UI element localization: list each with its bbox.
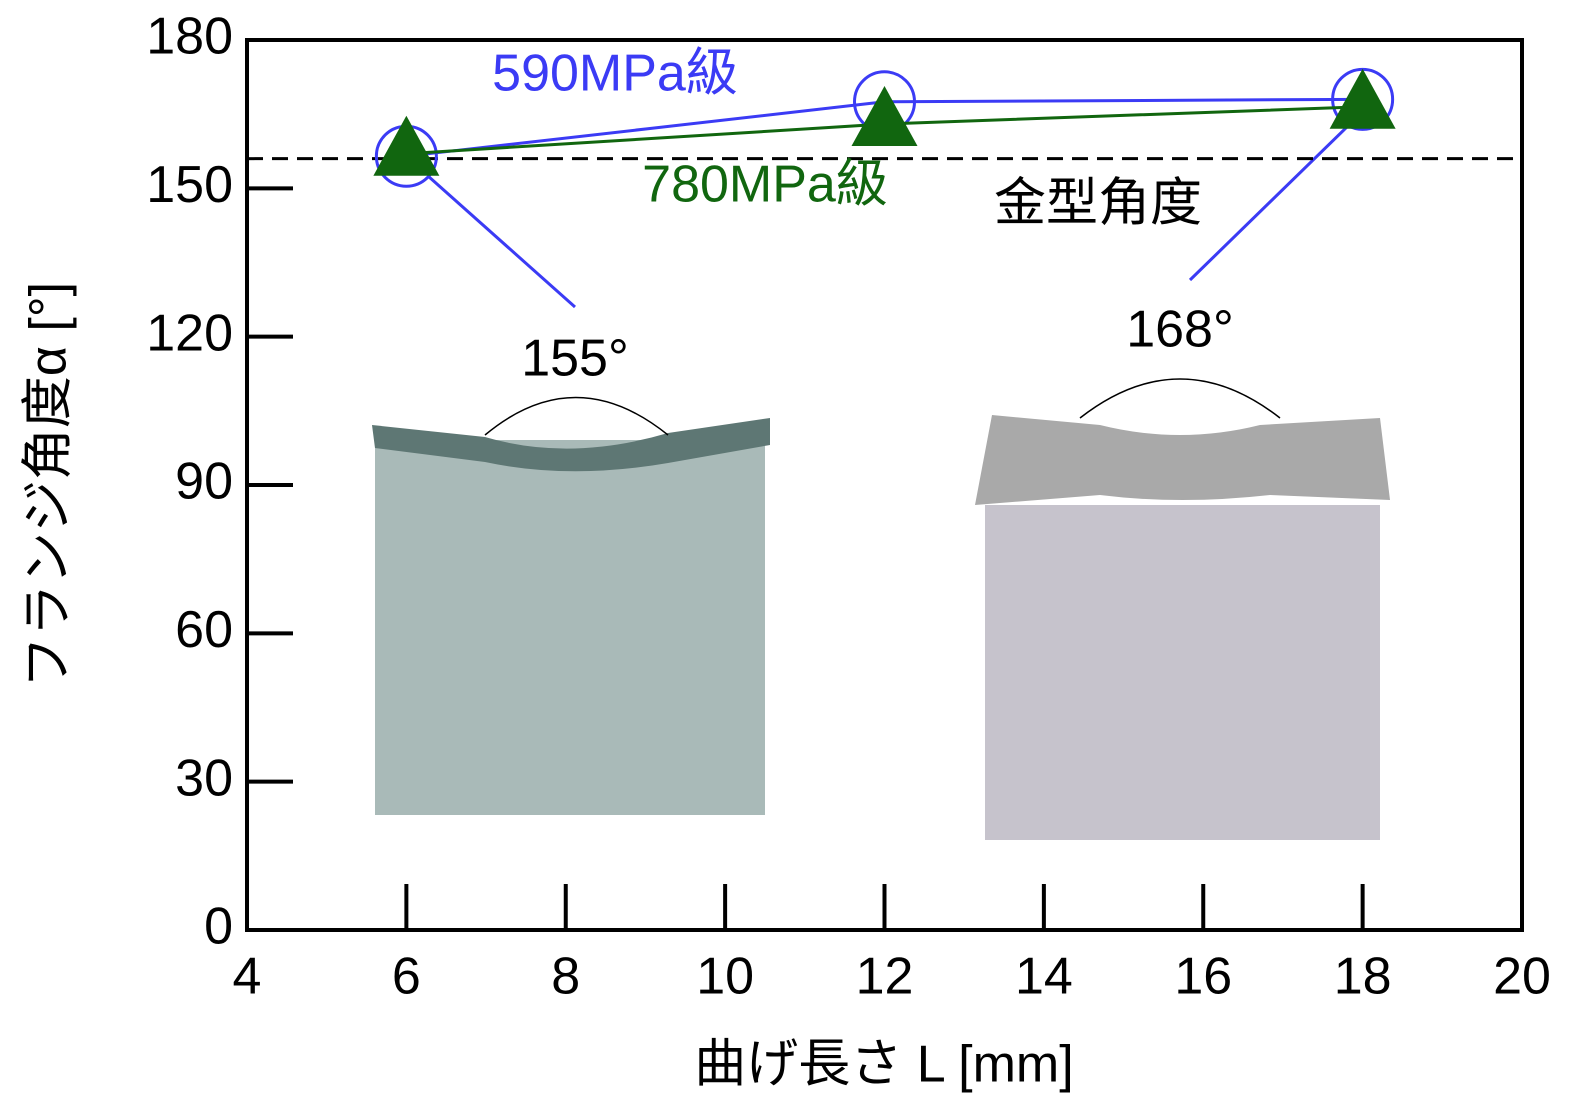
angle-arc xyxy=(1080,379,1280,418)
photo-sample-a xyxy=(375,440,765,815)
marker xyxy=(373,116,439,176)
x-tick-label: 8 xyxy=(551,948,580,1006)
x-tick-label: 16 xyxy=(1174,948,1232,1006)
annotation: 168° xyxy=(1126,301,1234,359)
series-label: 780MPa級 xyxy=(642,156,888,214)
annotation: 155° xyxy=(521,330,629,388)
x-tick-label: 14 xyxy=(1015,948,1073,1006)
x-tick-label: 10 xyxy=(696,948,754,1006)
x-axis-label: 曲げ長さ L [mm] xyxy=(694,1036,1073,1094)
x-tick-label: 18 xyxy=(1334,948,1392,1006)
y-tick-label: 150 xyxy=(146,156,233,214)
x-tick-label: 12 xyxy=(856,948,914,1006)
pointer-arrow xyxy=(1190,124,1350,280)
y-tick-label: 90 xyxy=(175,453,233,511)
series-label: 590MPa級 xyxy=(492,45,738,103)
pointer-arrow xyxy=(428,176,575,307)
reference-label: 金型角度 xyxy=(994,174,1202,232)
x-tick-label: 4 xyxy=(233,948,262,1006)
x-tick-label: 20 xyxy=(1493,948,1551,1006)
angle-arc xyxy=(485,398,668,436)
y-axis-label: フランジ角度α [°] xyxy=(20,282,78,688)
photo-flange-b xyxy=(975,415,1390,505)
y-tick-label: 60 xyxy=(175,601,233,659)
y-tick-label: 30 xyxy=(175,749,233,807)
y-tick-label: 120 xyxy=(146,304,233,362)
y-tick-label: 180 xyxy=(146,8,233,66)
chart: 155° 168° 曲げ長さ L [mm] フランジ角度α [°] 4 6 8 10 1… xyxy=(0,0,1581,1107)
photo-sample-b xyxy=(985,505,1380,840)
marker xyxy=(852,86,918,146)
y-tick-label: 0 xyxy=(204,898,233,956)
x-tick-label: 6 xyxy=(392,948,421,1006)
